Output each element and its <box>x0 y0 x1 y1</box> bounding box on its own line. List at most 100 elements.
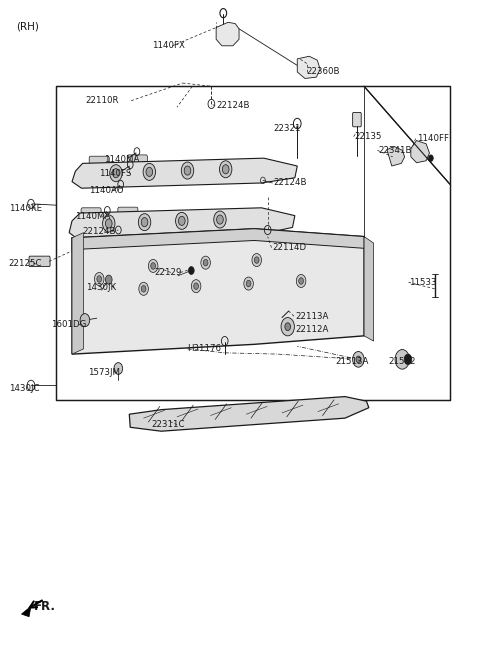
Circle shape <box>296 274 306 287</box>
Circle shape <box>203 259 208 266</box>
Text: 22360B: 22360B <box>307 68 340 77</box>
Circle shape <box>214 211 226 228</box>
Polygon shape <box>129 397 369 431</box>
Circle shape <box>97 276 102 282</box>
Ellipse shape <box>107 274 133 301</box>
Circle shape <box>103 215 115 232</box>
Text: FR.: FR. <box>34 600 56 613</box>
Polygon shape <box>72 233 84 354</box>
Text: 1601DG: 1601DG <box>51 320 87 329</box>
Circle shape <box>114 363 122 375</box>
Text: 1430JK: 1430JK <box>86 283 117 292</box>
Polygon shape <box>56 87 450 400</box>
Text: 21512: 21512 <box>388 358 415 367</box>
Text: 1140FF: 1140FF <box>417 134 449 143</box>
Ellipse shape <box>265 270 284 289</box>
Circle shape <box>141 218 148 227</box>
Ellipse shape <box>157 271 184 298</box>
Circle shape <box>192 279 201 293</box>
Text: 21513A: 21513A <box>336 358 369 367</box>
Circle shape <box>176 213 188 230</box>
Circle shape <box>285 323 290 331</box>
Circle shape <box>429 155 433 161</box>
Text: 22124B: 22124B <box>274 178 307 188</box>
FancyBboxPatch shape <box>81 208 101 222</box>
Circle shape <box>138 214 151 231</box>
Text: 22129: 22129 <box>154 268 181 277</box>
Circle shape <box>219 161 232 178</box>
Circle shape <box>110 165 122 182</box>
Text: 22135: 22135 <box>355 132 382 141</box>
Text: 1140MA: 1140MA <box>75 213 111 222</box>
FancyBboxPatch shape <box>118 207 138 222</box>
FancyBboxPatch shape <box>29 256 50 266</box>
Circle shape <box>95 272 104 285</box>
Polygon shape <box>72 229 364 354</box>
Text: 1430JC: 1430JC <box>9 384 39 392</box>
Circle shape <box>80 314 90 327</box>
Circle shape <box>353 352 364 367</box>
Circle shape <box>299 277 303 284</box>
Polygon shape <box>22 606 31 617</box>
Text: 22113A: 22113A <box>295 312 328 321</box>
FancyBboxPatch shape <box>89 156 109 171</box>
FancyBboxPatch shape <box>127 155 147 169</box>
Circle shape <box>281 318 294 336</box>
Circle shape <box>189 266 194 274</box>
Text: H31176: H31176 <box>188 344 221 354</box>
Circle shape <box>113 169 119 178</box>
Circle shape <box>404 354 412 365</box>
Circle shape <box>106 219 112 228</box>
Circle shape <box>184 166 191 175</box>
FancyBboxPatch shape <box>353 112 361 127</box>
Polygon shape <box>387 146 405 166</box>
Circle shape <box>181 162 194 179</box>
Polygon shape <box>411 140 430 163</box>
Circle shape <box>254 256 259 263</box>
Circle shape <box>194 283 199 289</box>
Circle shape <box>151 262 156 269</box>
Circle shape <box>395 350 409 369</box>
Circle shape <box>356 356 361 363</box>
Circle shape <box>106 275 112 284</box>
Ellipse shape <box>261 266 288 293</box>
Circle shape <box>143 163 156 180</box>
Text: 1140MA: 1140MA <box>104 155 139 164</box>
Ellipse shape <box>162 275 180 295</box>
Text: 22321: 22321 <box>274 123 301 133</box>
Circle shape <box>201 256 210 269</box>
Polygon shape <box>72 158 297 188</box>
Text: 22124B: 22124B <box>83 227 116 236</box>
Text: 1140AO: 1140AO <box>89 186 123 195</box>
Ellipse shape <box>256 261 293 298</box>
Ellipse shape <box>209 268 235 296</box>
Text: 1573JM: 1573JM <box>88 368 120 377</box>
Circle shape <box>139 282 148 295</box>
Text: 22125C: 22125C <box>9 260 42 268</box>
Circle shape <box>146 167 153 176</box>
Ellipse shape <box>110 277 129 297</box>
Circle shape <box>222 165 229 174</box>
Circle shape <box>246 280 251 287</box>
Text: 22112A: 22112A <box>295 325 328 334</box>
Polygon shape <box>364 237 373 341</box>
Circle shape <box>252 253 262 266</box>
Text: 22114D: 22114D <box>273 243 307 252</box>
Text: 22311C: 22311C <box>152 420 185 429</box>
Circle shape <box>244 277 253 290</box>
Polygon shape <box>72 229 364 250</box>
Text: 1140FX: 1140FX <box>152 41 185 51</box>
Text: 22124B: 22124B <box>216 102 250 110</box>
Circle shape <box>141 285 146 292</box>
Text: 22341B: 22341B <box>378 146 412 155</box>
Ellipse shape <box>101 269 138 306</box>
Text: (RH): (RH) <box>16 21 38 31</box>
Polygon shape <box>216 22 239 46</box>
Text: 11533: 11533 <box>409 277 437 287</box>
Circle shape <box>148 259 158 272</box>
Circle shape <box>179 216 185 226</box>
Ellipse shape <box>153 266 189 304</box>
Text: 1140KE: 1140KE <box>9 204 42 213</box>
FancyBboxPatch shape <box>286 304 296 312</box>
Polygon shape <box>297 56 320 79</box>
